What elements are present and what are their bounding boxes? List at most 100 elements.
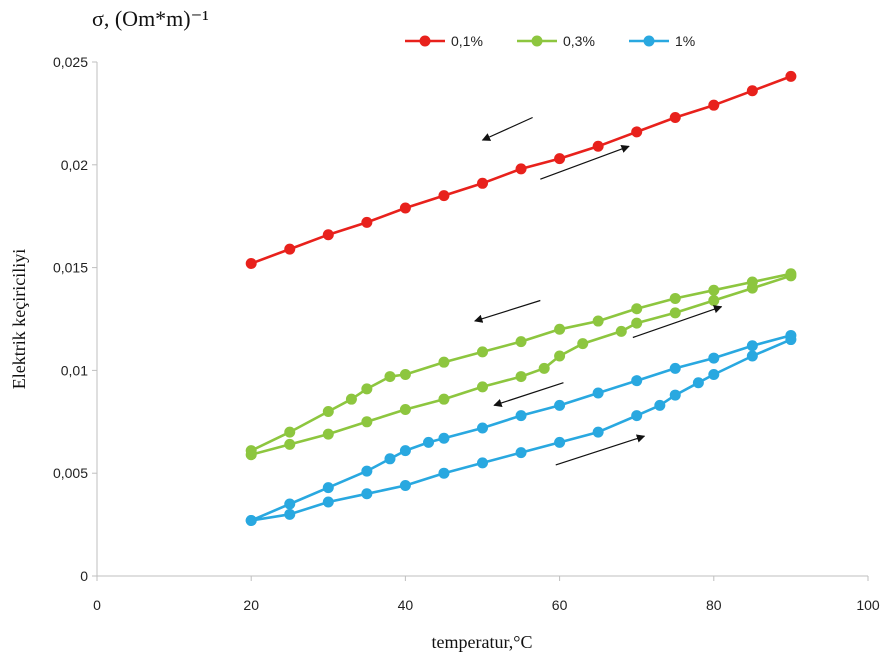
data-point: [746, 276, 758, 288]
y-tick-label: 0,02: [61, 157, 88, 173]
data-point: [592, 140, 604, 152]
data-point: [708, 99, 720, 111]
y-tick-label: 0,015: [53, 260, 88, 276]
data-point: [384, 453, 396, 465]
data-point: [399, 480, 411, 492]
data-point: [692, 377, 704, 389]
data-point: [669, 112, 681, 124]
legend-item: 1%: [629, 33, 695, 49]
y-unit-label: σ, (Om*m)⁻¹: [92, 6, 209, 31]
data-point: [361, 465, 373, 477]
x-tick-label: 40: [398, 597, 414, 613]
data-point: [322, 406, 334, 418]
data-point: [477, 177, 488, 189]
x-ticks: 0 20 40 60 80 100: [93, 576, 880, 613]
legend-label: 0,1%: [451, 33, 483, 49]
legend-item: 0,1%: [405, 33, 483, 49]
data-point: [577, 338, 589, 350]
data-point: [399, 445, 411, 457]
data-point: [361, 216, 373, 228]
legend: 0,1% 0,3% 1%: [405, 33, 695, 49]
legend-swatch-marker: [531, 35, 543, 47]
data-point: [669, 362, 681, 374]
data-point: [284, 426, 296, 438]
data-point: [554, 153, 566, 165]
data-point: [708, 284, 720, 296]
data-point: [284, 498, 296, 510]
data-point: [399, 403, 411, 415]
direction-arrow: [540, 144, 630, 180]
data-point: [708, 369, 720, 381]
direction-arrow: [632, 305, 723, 339]
data-point: [384, 371, 396, 383]
data-point: [708, 352, 720, 364]
direction-arrow: [493, 382, 564, 408]
direction-arrow: [481, 116, 533, 141]
data-point: [322, 496, 334, 508]
x-tick-label: 100: [856, 597, 880, 613]
series-2: [245, 329, 797, 526]
data-point: [515, 410, 527, 422]
data-point: [322, 229, 334, 241]
data-point: [554, 436, 566, 448]
y-tick-label: 0: [80, 568, 88, 584]
series-1: [245, 268, 797, 461]
data-point: [438, 190, 450, 202]
x-tick-label: 60: [552, 597, 568, 613]
data-point: [345, 393, 357, 405]
data-point: [654, 399, 666, 411]
data-point: [746, 340, 758, 352]
data-point: [746, 350, 758, 362]
data-point: [631, 375, 643, 387]
data-point: [322, 428, 334, 440]
legend-label: 0,3%: [563, 33, 595, 49]
y-axis-title: Elektrik keçiriciliyi: [9, 249, 29, 389]
data-point: [631, 410, 643, 422]
data-point: [615, 325, 627, 337]
y-tick-label: 0,01: [61, 362, 88, 378]
legend-item: 0,3%: [517, 33, 595, 49]
data-point: [592, 387, 604, 399]
data-point: [477, 422, 488, 434]
legend-swatch-marker: [643, 35, 655, 47]
data-point: [245, 257, 257, 269]
direction-arrow: [473, 299, 541, 323]
data-point: [746, 85, 758, 97]
data-point: [669, 389, 681, 401]
data-point: [477, 346, 488, 358]
data-point: [423, 436, 435, 448]
data-point: [284, 243, 296, 255]
data-point: [669, 307, 681, 319]
data-point: [322, 482, 334, 494]
x-tick-label: 0: [93, 597, 101, 613]
annotation-layer: [473, 116, 723, 466]
y-tick-label: 0,025: [53, 54, 88, 70]
axes: [96, 62, 868, 577]
data-point: [438, 467, 450, 479]
data-point: [785, 268, 797, 280]
data-point: [554, 399, 566, 411]
data-point: [438, 393, 450, 405]
series-layer: [245, 70, 797, 526]
data-point: [361, 383, 373, 395]
data-point: [477, 457, 488, 469]
data-point: [631, 126, 643, 138]
data-point: [399, 202, 411, 214]
data-point: [785, 70, 797, 82]
data-point: [438, 432, 450, 444]
data-point: [399, 369, 411, 381]
direction-arrow: [555, 434, 646, 466]
data-point: [515, 447, 527, 459]
series-line: [250, 334, 793, 522]
data-point: [554, 350, 566, 362]
x-axis-title: temperatur,°C: [432, 632, 533, 652]
data-point: [245, 445, 257, 457]
data-point: [438, 356, 450, 368]
data-point: [515, 336, 527, 348]
data-point: [284, 438, 296, 450]
data-point: [785, 329, 797, 341]
data-point: [284, 508, 296, 520]
data-point: [708, 294, 720, 306]
data-point: [631, 317, 643, 329]
